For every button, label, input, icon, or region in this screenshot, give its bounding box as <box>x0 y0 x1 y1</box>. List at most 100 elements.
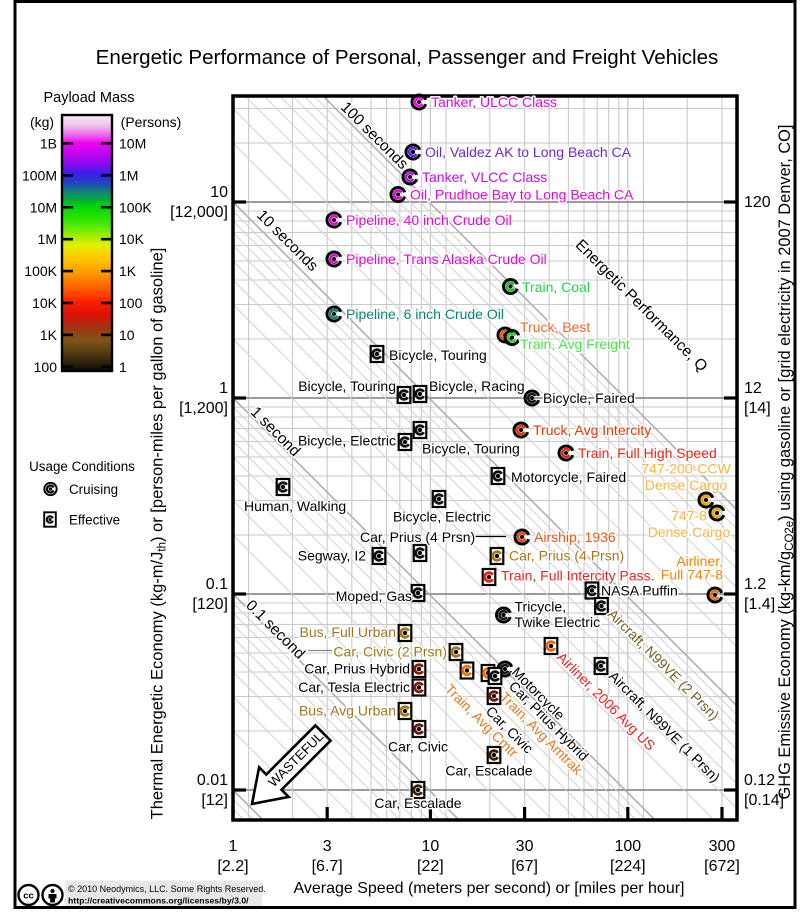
svg-text:10K: 10K <box>32 295 58 311</box>
svg-text:1: 1 <box>219 380 228 397</box>
svg-text:Full 747-8: Full 747-8 <box>661 567 723 583</box>
svg-text:Train, Coal: Train, Coal <box>522 279 590 295</box>
svg-text:Human, Walking: Human, Walking <box>244 498 346 514</box>
svg-text:10K: 10K <box>119 231 145 247</box>
svg-text:Average Speed (meters per seco: Average Speed (meters per second) or [mi… <box>293 880 684 897</box>
svg-text:Car, Tesla Electric: Car, Tesla Electric <box>298 679 410 695</box>
svg-text:1M: 1M <box>38 231 57 247</box>
svg-text:Bicycle, Touring: Bicycle, Touring <box>389 347 487 363</box>
svg-text:Twike Electric: Twike Electric <box>515 614 601 630</box>
svg-text:100: 100 <box>34 359 58 375</box>
svg-text:Bicycle, Electric: Bicycle, Electric <box>393 509 491 525</box>
svg-text:Train, Avg Freight: Train, Avg Freight <box>520 336 630 352</box>
svg-text:[2.2]: [2.2] <box>217 858 248 875</box>
svg-text:Bicycle, Racing: Bicycle, Racing <box>429 378 525 394</box>
svg-text:Truck, Avg Intercity: Truck, Avg Intercity <box>533 422 651 438</box>
svg-text:Train, Full Intercity Pass.: Train, Full Intercity Pass. <box>501 568 655 584</box>
svg-text:Payload Mass: Payload Mass <box>43 90 134 106</box>
svg-text:10: 10 <box>422 838 440 855</box>
svg-text:3: 3 <box>323 838 332 855</box>
svg-text:Bus, Full Urban: Bus, Full Urban <box>300 624 396 640</box>
svg-text:0.01: 0.01 <box>197 772 228 789</box>
svg-text:Bicycle, Touring: Bicycle, Touring <box>298 378 396 394</box>
svg-text:Tanker, VLCC Class: Tanker, VLCC Class <box>422 169 547 185</box>
svg-text:10: 10 <box>119 327 135 343</box>
svg-text:1.2: 1.2 <box>744 576 766 593</box>
svg-text:http://creativecommons.org/lic: http://creativecommons.org/licenses/by/3… <box>68 896 249 906</box>
svg-text:Dense Cargo: Dense Cargo <box>645 477 728 493</box>
svg-text:747-200-CCW: 747-200-CCW <box>641 461 731 477</box>
svg-text:[224]: [224] <box>610 858 646 875</box>
svg-text:Bus, Avg Urban: Bus, Avg Urban <box>299 703 396 719</box>
svg-text:GHG Emissive Economy (kg-km/gC: GHG Emissive Economy (kg-km/gCO2e) using… <box>776 125 796 800</box>
svg-text:1: 1 <box>229 838 238 855</box>
svg-text:Car, Civic (2 Prsn): Car, Civic (2 Prsn) <box>333 644 447 660</box>
svg-text:Car, Civic: Car, Civic <box>388 739 448 755</box>
svg-text:30: 30 <box>516 838 534 855</box>
svg-text:Dense Cargo: Dense Cargo <box>648 524 731 540</box>
svg-text:Airliner,: Airliner, <box>676 553 723 569</box>
svg-text:[22]: [22] <box>417 858 444 875</box>
svg-text:Bicycle, Electric: Bicycle, Electric <box>298 433 396 449</box>
svg-text:[0.14]: [0.14] <box>744 792 784 809</box>
svg-text:747-8: 747-8 <box>671 508 707 524</box>
svg-text:[672]: [672] <box>704 858 740 875</box>
svg-text:Energetic Performance of Perso: Energetic Performance of Personal, Passe… <box>96 46 719 69</box>
svg-text:Thermal Energetic Economy (kg-: Thermal Energetic Economy (kg-m/Jth) or … <box>149 248 169 820</box>
svg-text:Truck, Best: Truck, Best <box>520 319 590 335</box>
svg-text:[6.7]: [6.7] <box>312 858 343 875</box>
svg-text:1M: 1M <box>119 167 138 183</box>
svg-text:1K: 1K <box>40 327 58 343</box>
svg-text:Train, Full High Speed: Train, Full High Speed <box>578 445 717 461</box>
svg-text:1B: 1B <box>40 136 57 152</box>
svg-text:Airship, 1936: Airship, 1936 <box>534 529 616 545</box>
svg-text:1K: 1K <box>119 263 137 279</box>
svg-text:100K: 100K <box>24 263 57 279</box>
svg-text:10M: 10M <box>119 136 146 152</box>
svg-text:Oil, Valdez AK to Long Beach C: Oil, Valdez AK to Long Beach CA <box>425 144 632 160</box>
svg-text:[14]: [14] <box>744 400 771 417</box>
svg-text:Pipeline, 6 inch Crude Oil: Pipeline, 6 inch Crude Oil <box>346 306 504 322</box>
svg-text:120: 120 <box>744 194 771 211</box>
svg-text:Segway, I2: Segway, I2 <box>298 548 366 564</box>
svg-text:[67]: [67] <box>511 858 538 875</box>
svg-text:Cruising: Cruising <box>69 482 118 497</box>
svg-text:Pipeline, 40 inch Crude Oil: Pipeline, 40 inch Crude Oil <box>346 212 512 228</box>
svg-text:100: 100 <box>614 838 641 855</box>
svg-text:100K: 100K <box>119 199 152 215</box>
svg-text:(kg): (kg) <box>30 114 54 130</box>
svg-text:NASA Puffin: NASA Puffin <box>601 583 678 599</box>
svg-text:© 2010 Neodymics, LLC. Some R: © 2010 Neodymics, LLC. Some Rights Reser… <box>68 884 266 894</box>
svg-text:Car, Escalade: Car, Escalade <box>445 763 532 779</box>
svg-text:100: 100 <box>119 295 143 311</box>
svg-text:Bicycle, Faired: Bicycle, Faired <box>543 390 635 406</box>
svg-text:Car, Escalade: Car, Escalade <box>374 795 461 811</box>
svg-text:[1,200]: [1,200] <box>179 400 228 417</box>
svg-text:Oil, Prudhoe Bay to Long Beach: Oil, Prudhoe Bay to Long Beach CA <box>410 187 634 203</box>
svg-text:[1.4]: [1.4] <box>744 596 775 613</box>
svg-text:10: 10 <box>210 184 228 201</box>
svg-text:Car, Prius (4 Prsn): Car, Prius (4 Prsn) <box>509 548 624 564</box>
svg-text:300: 300 <box>709 838 736 855</box>
svg-text:1: 1 <box>119 359 127 375</box>
svg-text:[12,000]: [12,000] <box>170 204 228 221</box>
svg-text:100M: 100M <box>22 167 57 183</box>
svg-text:Car, Prius Hybrid: Car, Prius Hybrid <box>304 661 410 677</box>
svg-text:Tricycle,: Tricycle, <box>515 599 567 615</box>
svg-text:Pipeline, Trans Alaska Crude O: Pipeline, Trans Alaska Crude Oil <box>346 251 547 267</box>
svg-text:Car, Prius (4 Prsn): Car, Prius (4 Prsn) <box>360 529 475 545</box>
svg-text:cc: cc <box>23 891 34 902</box>
svg-text:Tanker, ULCC Class: Tanker, ULCC Class <box>431 94 557 110</box>
svg-text:0.12: 0.12 <box>744 772 775 789</box>
svg-text:(Persons): (Persons) <box>121 114 182 130</box>
svg-text:10M: 10M <box>30 199 57 215</box>
svg-text:0.1: 0.1 <box>206 576 228 593</box>
svg-text:Motorcycle, Faired: Motorcycle, Faired <box>511 469 626 485</box>
svg-text:Moped, Gas: Moped, Gas <box>336 588 412 604</box>
svg-text:Usage Conditions: Usage Conditions <box>29 459 135 474</box>
svg-text:Effective: Effective <box>69 513 120 528</box>
svg-text:[120]: [120] <box>192 596 228 613</box>
svg-text:Bicycle, Touring: Bicycle, Touring <box>422 441 520 457</box>
svg-text:12: 12 <box>744 380 762 397</box>
svg-text:[12]: [12] <box>201 792 228 809</box>
